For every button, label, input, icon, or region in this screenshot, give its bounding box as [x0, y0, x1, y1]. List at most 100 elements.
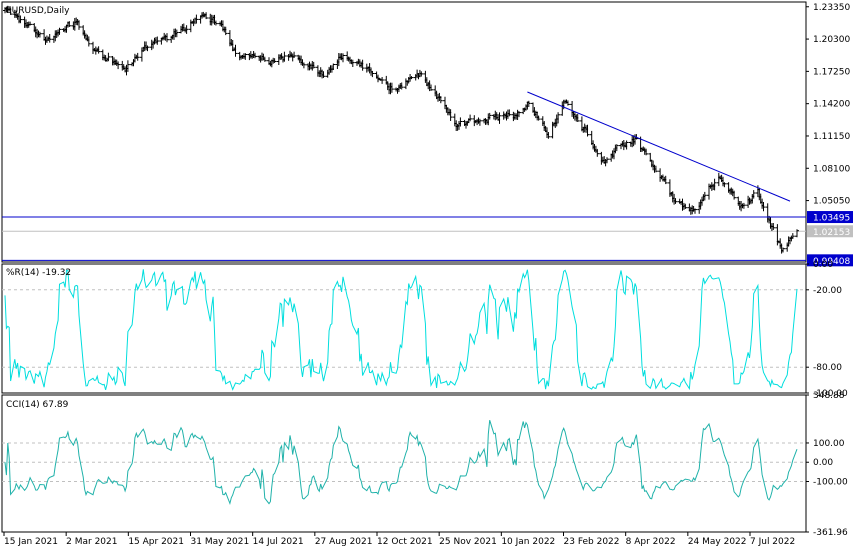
price-axis: 1.23350 1.20300 1.17250 1.14200 1.11150 1.081… [806, 3, 853, 267]
candle [419, 71, 424, 77]
williams-r-line [4, 269, 798, 391]
candle [311, 61, 316, 69]
candle [37, 31, 42, 38]
candle [57, 27, 62, 35]
candle [517, 111, 521, 118]
time-axis-label: 2 Mar 2021 [66, 537, 117, 547]
candle [741, 202, 746, 209]
cci-panel-frame [1, 394, 807, 533]
candle [477, 118, 482, 126]
candle [262, 56, 267, 62]
candle [145, 45, 150, 52]
cci-line [4, 420, 798, 506]
price-panel: EURUSD,Daily 1.23350 1.20300 1.17250 1.1420… [1, 1, 853, 267]
candle [223, 26, 228, 36]
cci-panel: CCI(14) 67.89 348.88 100.00 0.00 -100.00 -36… [1, 391, 848, 538]
williams-r-axis: 0.00 -20.00 -80.00 -100.00 [806, 260, 848, 399]
candle [795, 229, 799, 238]
candle [409, 76, 414, 80]
candle [546, 132, 551, 139]
time-axis-label: 15 Apr 2021 [128, 537, 184, 547]
candle [507, 109, 512, 117]
candle [458, 117, 463, 127]
cci-axis: 348.88 100.00 0.00 -100.00 -361.96 [806, 391, 848, 538]
candle [380, 77, 385, 84]
time-axis-label: 25 Nov 2021 [439, 537, 497, 547]
price-axis-label: 1.05050 [813, 197, 850, 207]
level-price-label: 0.99408 [813, 257, 850, 267]
time-axis-label: 23 Feb 2022 [564, 537, 620, 547]
current-price-label: 1.02153 [813, 228, 850, 238]
price-axis-label: 1.11150 [813, 132, 850, 142]
candle [321, 71, 326, 78]
candle [565, 100, 570, 106]
candle [360, 59, 365, 71]
candle [194, 14, 199, 24]
time-axis: 15 Jan 2021 2 Mar 2021 15 Apr 2021 31 May 2… [3, 532, 795, 547]
time-axis-label: 27 Aug 2021 [315, 537, 373, 547]
candle [47, 34, 52, 43]
candle [292, 51, 297, 58]
candle [28, 21, 33, 26]
williams-r-axis-label: -100.00 [813, 389, 848, 399]
candle [331, 63, 336, 70]
candle [91, 41, 95, 54]
candles [3, 5, 799, 254]
price-axis-label: 1.08100 [813, 164, 850, 174]
level-price-label-bg [807, 254, 853, 267]
candle [77, 20, 81, 30]
cci-title: CCI(14) 67.89 [6, 400, 69, 410]
time-axis-label: 12 Oct 2021 [377, 537, 433, 547]
candle [429, 84, 433, 91]
williams-r-title: %R(14) -19.32 [6, 268, 71, 278]
candle [732, 190, 737, 200]
candle [761, 202, 766, 212]
candle [595, 148, 600, 157]
cci-axis-label: 100.00 [813, 439, 845, 449]
candle [389, 82, 394, 93]
candle [722, 182, 727, 188]
williams-r-panel-frame [1, 263, 807, 394]
williams-r-axis-label: -80.00 [813, 363, 842, 373]
candle [399, 82, 404, 90]
time-axis-label: 14 Jul 2021 [253, 537, 304, 547]
candle [790, 233, 795, 239]
candle [702, 191, 707, 201]
candle [663, 175, 668, 185]
time-axis-label: 24 May 2022 [688, 537, 747, 547]
candle [556, 112, 561, 124]
candle [653, 165, 658, 173]
candle [155, 36, 160, 45]
trendline[interactable] [527, 91, 791, 202]
price-axis-label: 1.23350 [813, 3, 850, 13]
candle [683, 203, 688, 209]
candle [106, 52, 111, 62]
cci-levels [2, 442, 806, 483]
candle [282, 51, 287, 62]
candle [233, 44, 238, 57]
candle [526, 100, 531, 107]
candle [243, 53, 248, 60]
time-axis-label: 8 Apr 2022 [626, 537, 676, 547]
candle [174, 29, 179, 38]
candle [8, 7, 13, 15]
candle [370, 70, 375, 78]
cci-axis-label: 0.00 [813, 458, 833, 468]
candle [67, 21, 72, 27]
candle [448, 109, 453, 121]
candle [253, 52, 257, 59]
candle [125, 60, 130, 72]
cci-axis-label: 348.88 [813, 391, 845, 401]
candle [536, 115, 541, 121]
candle [605, 157, 609, 164]
time-axis-label: 10 Jan 2022 [501, 537, 555, 547]
current-price-label-bg [807, 225, 853, 238]
time-axis-label: 15 Jan 2021 [4, 537, 58, 547]
williams-r-levels [2, 289, 806, 368]
candle [468, 114, 473, 122]
candle [184, 25, 189, 34]
candle [644, 148, 649, 156]
candle [96, 46, 101, 54]
level-price-label-bg [807, 211, 853, 224]
